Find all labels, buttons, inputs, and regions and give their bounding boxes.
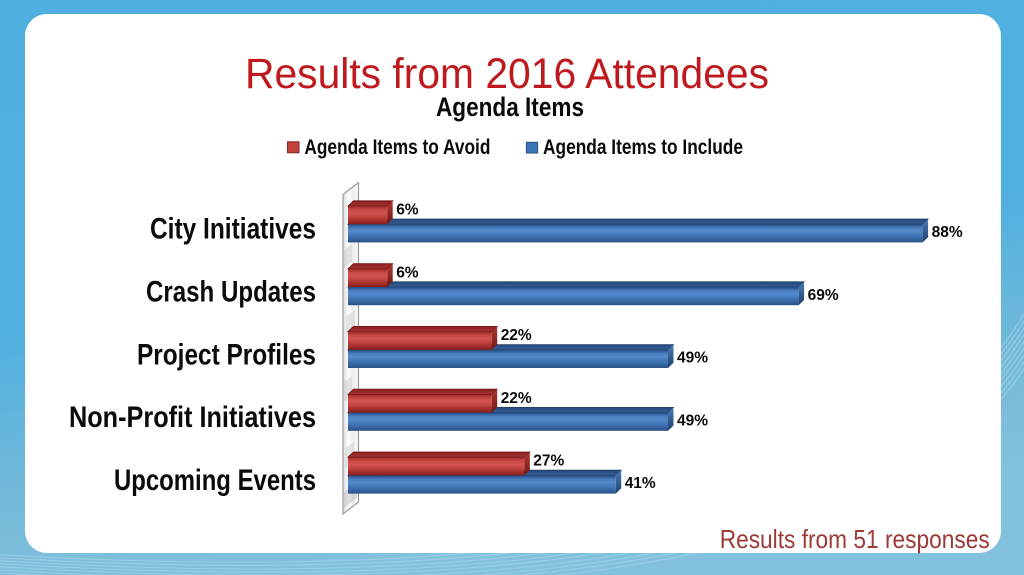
svg-text:41%: 41% <box>625 475 656 492</box>
svg-text:22%: 22% <box>501 327 532 344</box>
svg-text:Agenda Items: Agenda Items <box>436 92 584 122</box>
svg-text:Results from 51 responses: Results from 51 responses <box>720 524 990 554</box>
svg-text:Upcoming Events: Upcoming Events <box>114 464 316 497</box>
svg-text:6%: 6% <box>396 264 419 281</box>
svg-text:88%: 88% <box>932 224 963 241</box>
svg-text:49%: 49% <box>677 412 708 429</box>
svg-text:Project Profiles: Project Profiles <box>137 338 316 371</box>
svg-text:Results from 2016 Attendees: Results from 2016 Attendees <box>245 51 769 98</box>
svg-text:27%: 27% <box>533 453 564 470</box>
svg-text:Non-Profit Initiatives: Non-Profit Initiatives <box>69 401 316 434</box>
svg-text:49%: 49% <box>677 350 708 367</box>
svg-text:City Initiatives: City Initiatives <box>150 213 316 246</box>
svg-text:Agenda Items to Avoid: Agenda Items to Avoid <box>304 136 490 159</box>
svg-text:6%: 6% <box>396 202 419 219</box>
svg-text:Agenda Items to Include: Agenda Items to Include <box>543 136 743 159</box>
svg-text:Crash Updates: Crash Updates <box>146 276 316 309</box>
svg-text:22%: 22% <box>501 390 532 407</box>
svg-text:69%: 69% <box>808 287 839 304</box>
